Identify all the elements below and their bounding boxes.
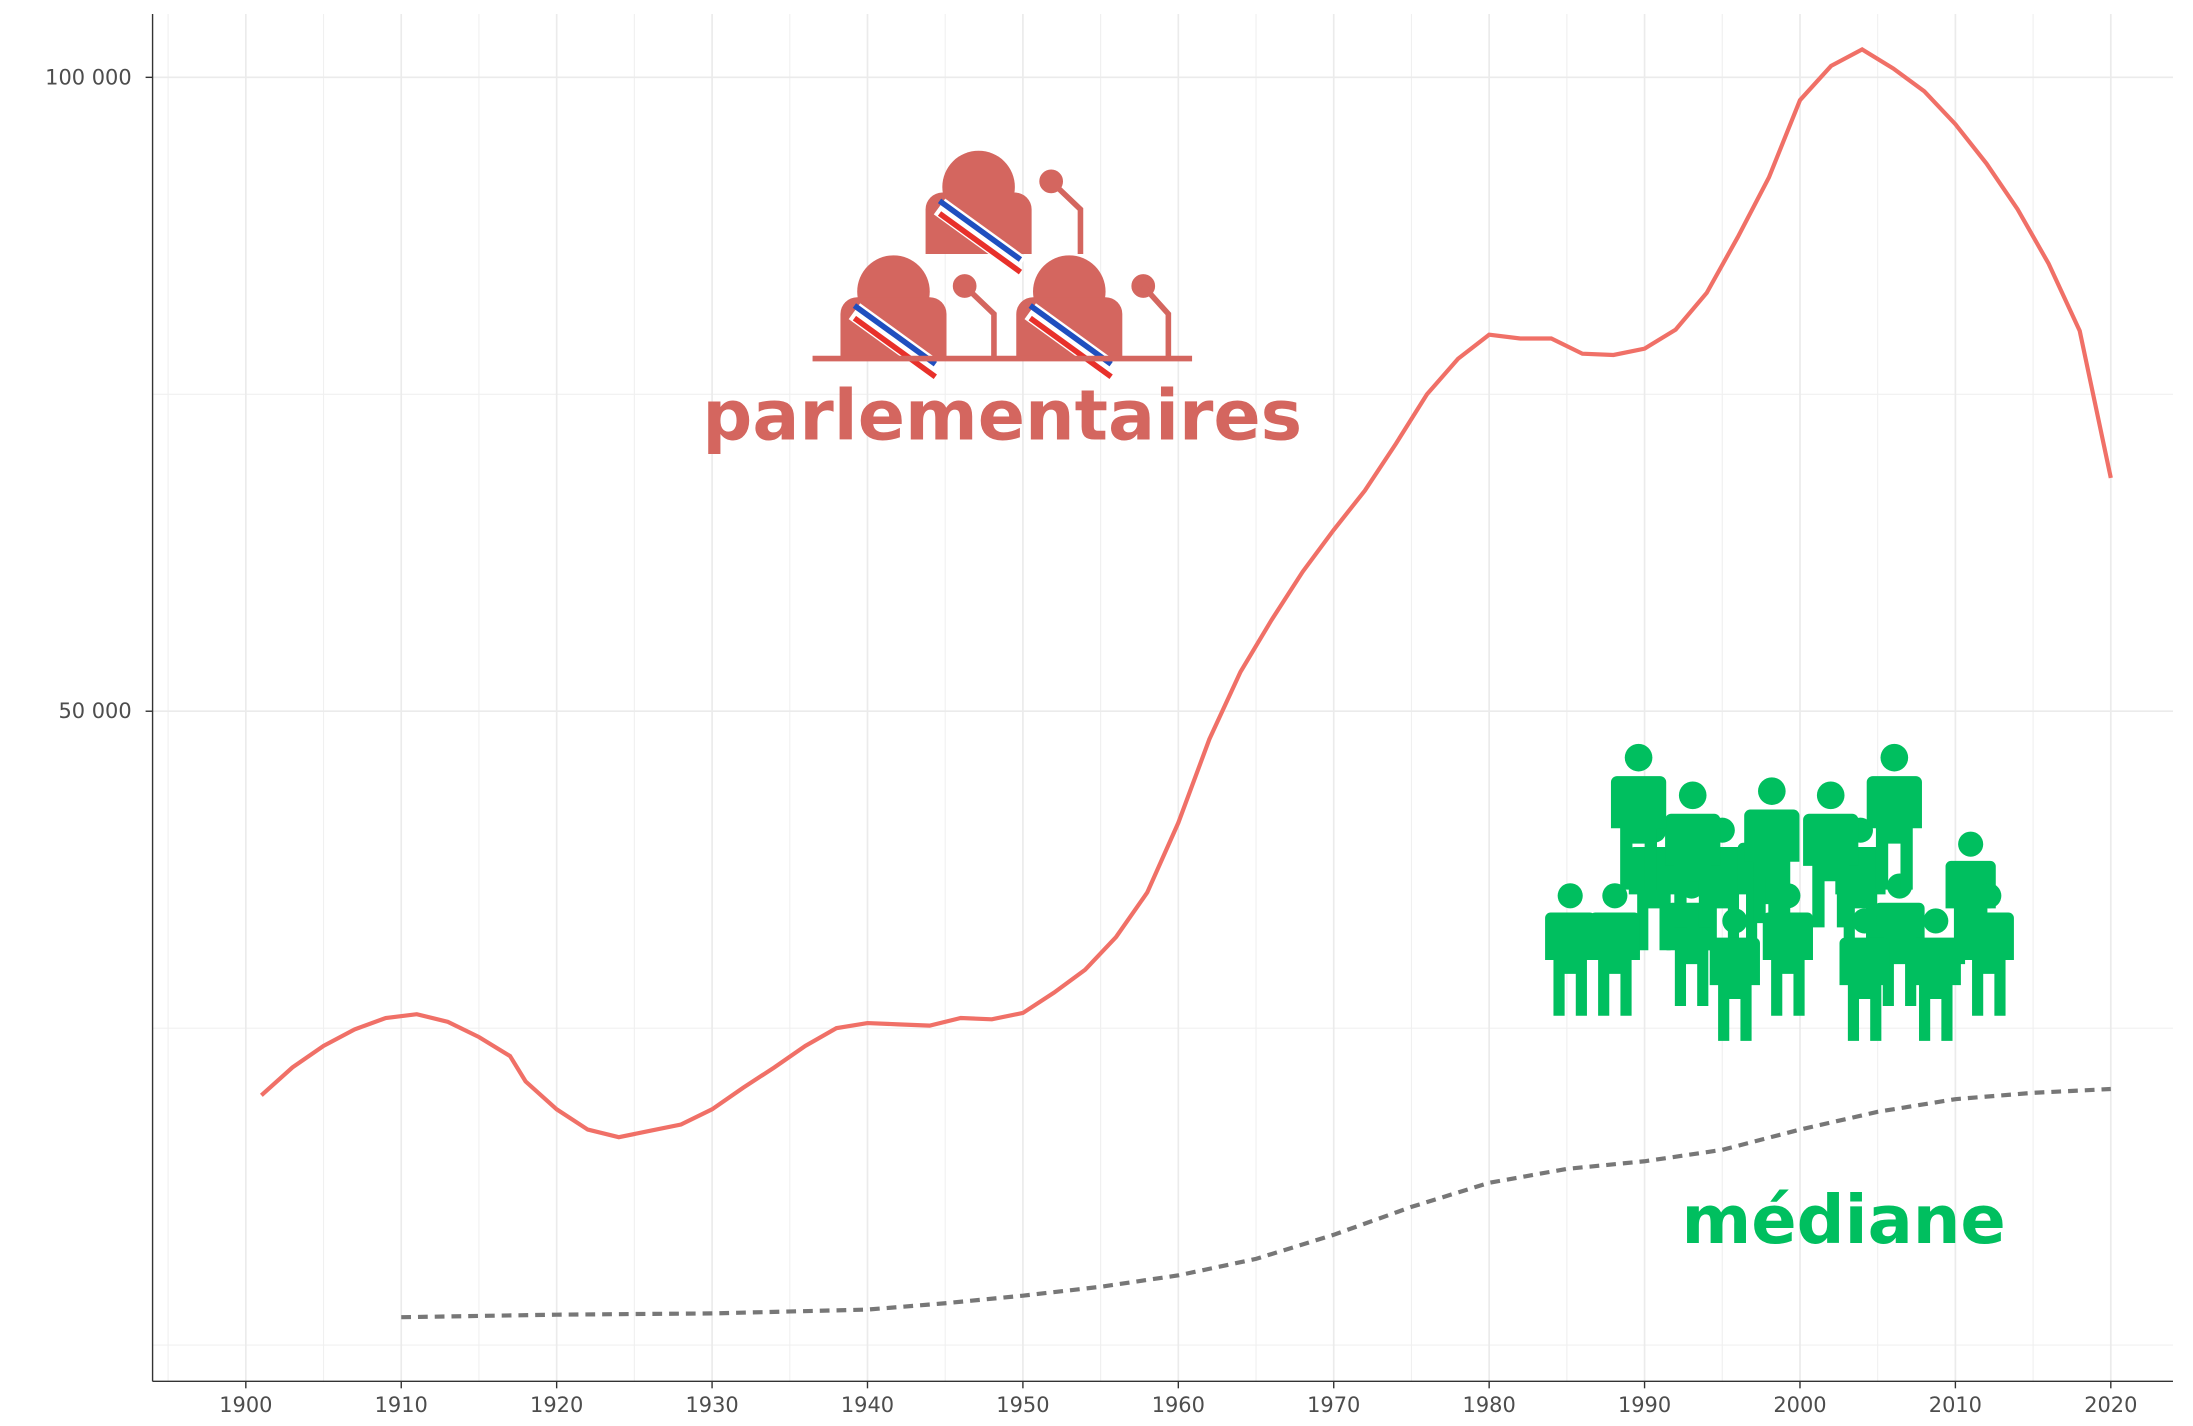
- x-tick-label: 1930: [685, 1393, 738, 1417]
- x-tick-label: 1900: [219, 1393, 272, 1417]
- x-tick-label: 1950: [996, 1393, 1049, 1417]
- parliament-icon: [813, 151, 1193, 377]
- x-tick-label: 1920: [530, 1393, 583, 1417]
- x-tick-label: 2000: [1773, 1393, 1826, 1417]
- x-tick-label: 1960: [1152, 1393, 1205, 1417]
- line: [261, 49, 2110, 1137]
- y-tick-label: 100 000: [45, 65, 131, 89]
- annotation: médiane: [1681, 1181, 2005, 1259]
- x-tick-label: 2010: [1929, 1393, 1982, 1417]
- x-tick-label: 1980: [1463, 1393, 1516, 1417]
- chart: parlementaires médiane 1900 1910 1920 1930 1…: [0, 0, 2193, 1426]
- annotation: parlementaires: [702, 376, 1302, 457]
- y-tick-label: 50 000: [58, 699, 131, 723]
- x-tick-label: 1910: [375, 1393, 428, 1417]
- x-tick-label: 2020: [2084, 1393, 2137, 1417]
- x-tick-label: 1940: [841, 1393, 894, 1417]
- x-tick-label: 1990: [1618, 1393, 1671, 1417]
- crowd-icon: [1545, 744, 2014, 1041]
- x-tick-label: 1970: [1307, 1393, 1360, 1417]
